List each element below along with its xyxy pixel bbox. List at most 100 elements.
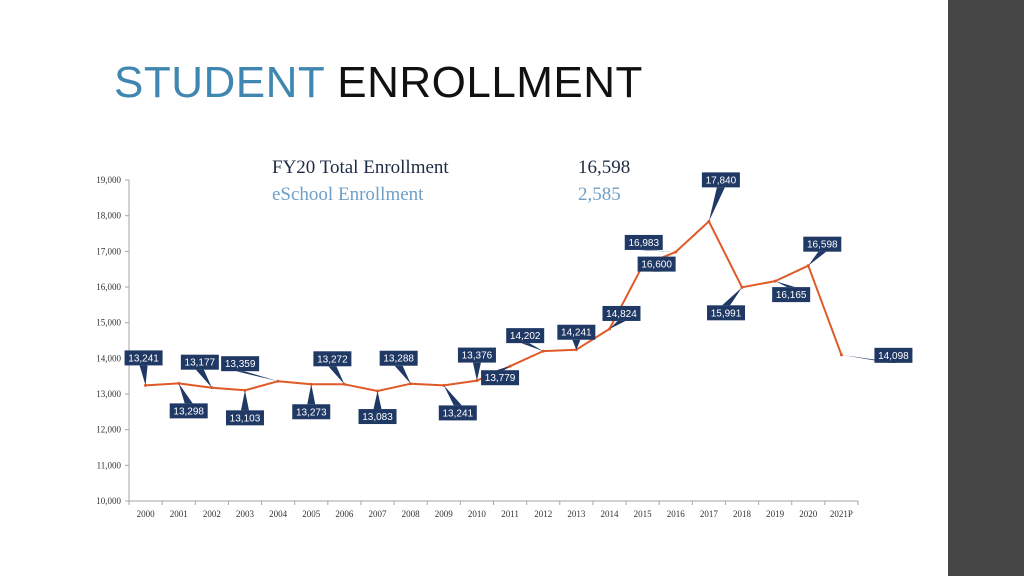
data-label: 16,165 — [776, 290, 807, 301]
y-tick-label: 13,000 — [96, 389, 121, 399]
data-label-box — [169, 403, 208, 419]
data-label: 14,824 — [606, 309, 637, 320]
data-label: 15,991 — [711, 308, 742, 319]
x-tick-label: 2005 — [302, 509, 321, 519]
data-label-box — [457, 347, 496, 363]
data-label-pointer — [572, 339, 581, 350]
title-rest-word: ENROLLMENT — [337, 58, 643, 107]
data-label: 13,376 — [462, 351, 493, 362]
x-tick-label: 2006 — [335, 509, 354, 519]
x-tick-label: 2015 — [634, 509, 653, 519]
title-accent-word: STUDENT — [114, 58, 325, 107]
data-label: 13,241 — [128, 353, 159, 364]
x-tick-label: 2013 — [567, 509, 586, 519]
data-label-pointer — [808, 251, 827, 266]
eschool-enrollment-value: 2,585 — [578, 184, 621, 205]
data-label-pointer — [443, 385, 462, 406]
data-label-box — [292, 404, 331, 420]
data-label: 17,840 — [706, 175, 737, 186]
x-tick-label: 2004 — [269, 509, 288, 519]
data-label-pointer — [240, 390, 249, 411]
data-label-box — [637, 256, 676, 272]
data-label: 13,273 — [296, 407, 327, 418]
data-label-pointer — [472, 362, 481, 381]
x-tick-label: 2003 — [236, 509, 255, 519]
x-tick-label: 2016 — [667, 509, 686, 519]
enrollment-line-chart: 10,000 11,000 12,000 13,000 14,000 15,000 16,0… — [96, 172, 913, 519]
data-label: 16,983 — [628, 238, 659, 249]
data-label: 13,359 — [225, 359, 256, 370]
data-label-box — [602, 305, 641, 321]
x-tick-label: 2008 — [402, 509, 421, 519]
y-tick-label: 18,000 — [96, 211, 121, 221]
data-label: 13,288 — [383, 354, 414, 365]
y-tick-label: 17,000 — [96, 246, 121, 256]
y-tick-label: 11,000 — [97, 460, 122, 470]
y-tick-label: 12,000 — [96, 425, 121, 435]
x-tick-label: 2014 — [600, 509, 619, 519]
data-label-box — [438, 405, 477, 421]
data-label: 16,600 — [641, 260, 672, 271]
x-tick-label: 2010 — [468, 509, 487, 519]
data-label-box — [506, 328, 545, 344]
eschool-enrollment-label: eSchool Enrollment — [272, 184, 424, 205]
data-label: 13,241 — [442, 408, 473, 419]
data-label-pointer — [328, 366, 345, 385]
data-label-box — [225, 410, 264, 426]
data-label-box — [221, 356, 260, 372]
x-tick-label: 2001 — [170, 509, 188, 519]
fy20-total-enrollment-value: 16,598 — [578, 157, 631, 178]
data-label-pointer — [708, 187, 725, 222]
data-label-pointer — [195, 369, 212, 388]
data-label-box — [180, 354, 219, 370]
data-label-box — [707, 305, 746, 321]
x-tick-label: 2009 — [435, 509, 454, 519]
y-tick-label: 19,000 — [96, 175, 121, 185]
data-label-pointer — [639, 249, 676, 252]
data-label-box — [624, 234, 663, 250]
x-tick-label: 2007 — [369, 509, 388, 519]
data-label-box — [379, 350, 418, 366]
data-label: 13,177 — [185, 358, 216, 369]
data-label-pointer — [609, 320, 626, 329]
data-label: 13,779 — [485, 373, 516, 384]
x-tick-label: 2012 — [534, 509, 552, 519]
data-label-pointer — [307, 384, 316, 405]
data-label-box — [803, 236, 842, 252]
data-label-pointer — [139, 365, 148, 386]
data-label-pointer — [722, 287, 743, 306]
x-tick-label: 2002 — [203, 509, 221, 519]
data-label: 13,083 — [362, 412, 393, 423]
data-label-box — [772, 287, 811, 303]
data-label: 14,202 — [510, 331, 541, 342]
right-side-bar — [948, 0, 1024, 576]
data-label-box — [701, 172, 740, 188]
data-label: 14,241 — [561, 328, 592, 339]
fy20-total-enrollment-label: FY20 Total Enrollment — [272, 157, 449, 178]
data-label-box — [874, 347, 913, 363]
y-tick-label: 14,000 — [96, 353, 121, 363]
data-label: 16,598 — [807, 240, 838, 251]
x-tick-label: 2018 — [733, 509, 752, 519]
data-label-box — [313, 351, 352, 367]
data-label-pointer — [178, 383, 193, 404]
y-tick-label: 10,000 — [96, 496, 121, 506]
data-label-box — [124, 350, 163, 366]
data-label-pointer — [394, 365, 411, 384]
x-tick-label: 2011 — [501, 509, 519, 519]
y-tick-label: 15,000 — [96, 318, 121, 328]
data-label: 13,272 — [317, 354, 348, 365]
data-label-pointer — [236, 371, 279, 382]
x-tick-label: 2019 — [766, 509, 785, 519]
data-label-pointer — [775, 281, 796, 288]
x-tick-label: 2017 — [700, 509, 719, 519]
x-tick-label: 2021P — [830, 509, 853, 519]
data-label: 13,103 — [230, 413, 261, 424]
data-label-pointer — [521, 343, 544, 352]
y-tick-label: 16,000 — [96, 282, 121, 292]
data-label: 14,098 — [878, 351, 909, 362]
data-label: 13,298 — [173, 406, 204, 417]
data-label-box — [481, 370, 520, 386]
data-label-pointer — [496, 366, 511, 371]
data-label-box — [557, 324, 596, 340]
